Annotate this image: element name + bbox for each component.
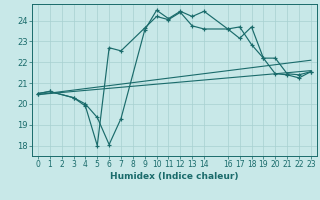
X-axis label: Humidex (Indice chaleur): Humidex (Indice chaleur) bbox=[110, 172, 239, 181]
